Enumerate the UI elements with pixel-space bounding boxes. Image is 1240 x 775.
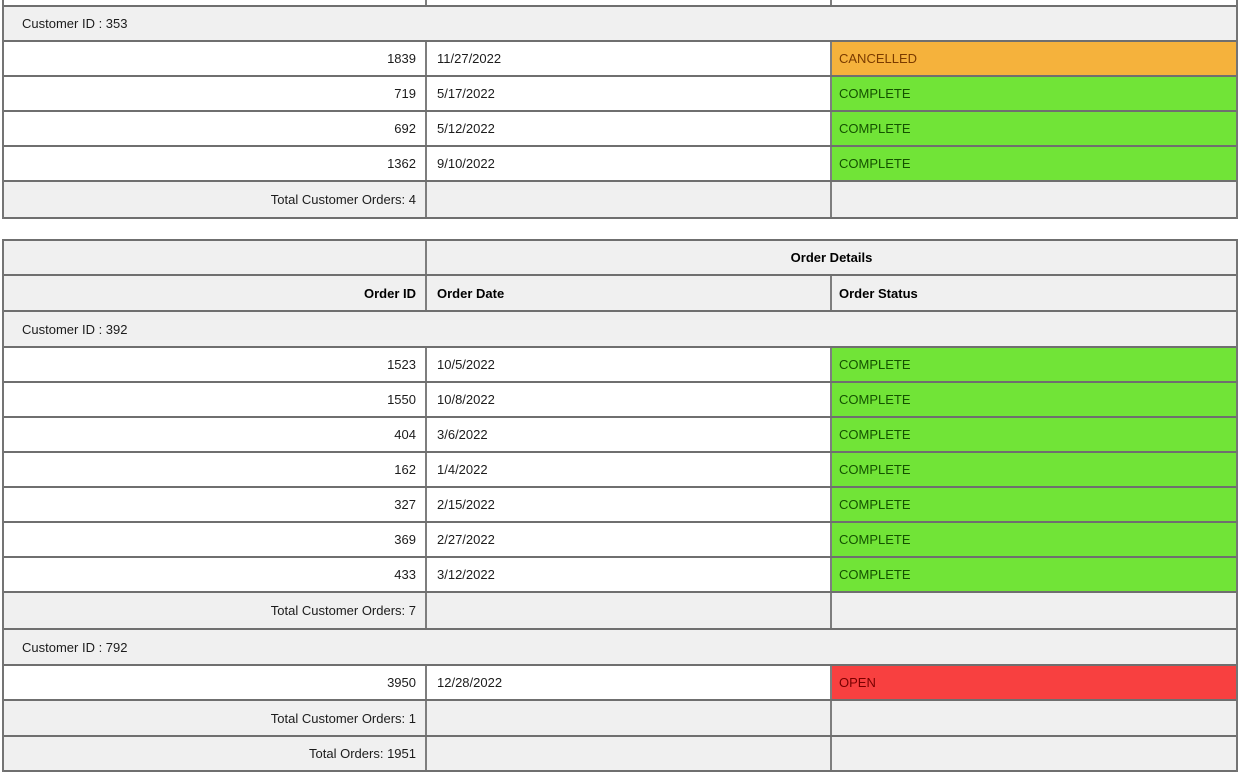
- order-id-cell: 719: [4, 77, 427, 110]
- order-date-cell: 10/8/2022: [427, 383, 832, 416]
- group-header-row: Customer ID : 792: [4, 630, 1236, 666]
- grand-total-row: Total Orders: 1951: [4, 737, 1236, 772]
- section-title: Order Details: [790, 250, 873, 265]
- order-id-cell: 3950: [4, 666, 427, 699]
- order-status-cell: COMPLETE: [832, 488, 1236, 521]
- order-status-cell: COMPLETE: [832, 112, 1236, 145]
- column-header-order-status: Order Status: [839, 285, 918, 301]
- order-date-cell: 5/12/2022: [427, 112, 832, 145]
- group-header-row: Customer ID : 353: [4, 7, 1236, 42]
- order-date-cell: 12/28/2022: [427, 666, 832, 699]
- order-status-cell: COMPLETE: [832, 147, 1236, 180]
- order-date-cell: 1/4/2022: [427, 453, 832, 486]
- group-header-label: Customer ID : 353: [22, 16, 128, 31]
- group-header-label: Customer ID : 792: [22, 639, 128, 655]
- order-date-cell: 2/27/2022: [427, 523, 832, 556]
- order-status-cell: COMPLETE: [832, 558, 1236, 591]
- empty-cell: [427, 182, 832, 217]
- empty-cell: [427, 593, 832, 628]
- order-row: 369 2/27/2022 COMPLETE: [4, 523, 1236, 558]
- order-row: 433 3/12/2022 COMPLETE: [4, 558, 1236, 593]
- order-date-cell: 3/6/2022: [427, 418, 832, 451]
- order-status-cell: COMPLETE: [832, 418, 1236, 451]
- order-status-cell: COMPLETE: [832, 453, 1236, 486]
- order-status-cell: COMPLETE: [832, 77, 1236, 110]
- order-id-cell: 162: [4, 453, 427, 486]
- order-status-cell: CANCELLED: [832, 42, 1236, 75]
- group-total-row: Total Customer Orders: 7: [4, 593, 1236, 630]
- group-header-label: Customer ID : 392: [22, 321, 128, 337]
- order-id-cell: 433: [4, 558, 427, 591]
- group-total-row: Total Customer Orders: 1: [4, 701, 1236, 737]
- column-header-order-id: Order ID: [4, 276, 427, 310]
- column-header-row: Order ID Order Date Order Status: [4, 276, 1236, 312]
- grand-total-label: Total Orders: 1951: [4, 737, 427, 770]
- order-row: 404 3/6/2022 COMPLETE: [4, 418, 1236, 453]
- order-id-cell: 692: [4, 112, 427, 145]
- order-status-cell: OPEN: [832, 666, 1236, 699]
- empty-cell: [832, 737, 1236, 770]
- group-header-row: Customer ID : 392: [4, 312, 1236, 348]
- order-row: 692 5/12/2022 COMPLETE: [4, 112, 1236, 147]
- empty-cell: [427, 737, 832, 770]
- order-date-cell: 5/17/2022: [427, 77, 832, 110]
- order-id-cell: 1523: [4, 348, 427, 381]
- group-total-label: Total Customer Orders: 7: [4, 593, 427, 628]
- order-row: 1550 10/8/2022 COMPLETE: [4, 383, 1236, 418]
- order-id-cell: 1362: [4, 147, 427, 180]
- empty-cell: [832, 182, 1236, 217]
- clipped-order-date-cell: [427, 0, 832, 5]
- order-id-cell: 327: [4, 488, 427, 521]
- group-total-row: Total Customer Orders: 4: [4, 182, 1236, 219]
- order-date-cell: 2/15/2022: [427, 488, 832, 521]
- order-row: 1839 11/27/2022 CANCELLED: [4, 42, 1236, 77]
- order-row: 162 1/4/2022 COMPLETE: [4, 453, 1236, 488]
- empty-header-cell: [4, 241, 427, 274]
- order-id-cell: 1550: [4, 383, 427, 416]
- section-title-row: Order Details: [4, 241, 1236, 276]
- empty-cell: [832, 701, 1236, 735]
- order-date-cell: 3/12/2022: [427, 558, 832, 591]
- clipped-row-fragment: [4, 0, 1236, 7]
- order-row: 1523 10/5/2022 COMPLETE: [4, 348, 1236, 383]
- clipped-order-status-cell: [832, 0, 1236, 5]
- order-status-cell: COMPLETE: [832, 348, 1236, 381]
- order-status-cell: COMPLETE: [832, 383, 1236, 416]
- group-total-label: Total Customer Orders: 1: [4, 701, 427, 735]
- order-row: 327 2/15/2022 COMPLETE: [4, 488, 1236, 523]
- empty-cell: [427, 701, 832, 735]
- order-row: 3950 12/28/2022 OPEN: [4, 666, 1236, 701]
- orders-table-page1: Customer ID : 353 1839 11/27/2022 CANCEL…: [2, 0, 1238, 219]
- order-date-cell: 11/27/2022: [427, 42, 832, 75]
- column-header-order-date: Order Date: [427, 276, 832, 310]
- orders-table-page2: Order Details Order ID Order Date Order …: [2, 239, 1238, 772]
- order-row: 719 5/17/2022 COMPLETE: [4, 77, 1236, 112]
- order-row: 1362 9/10/2022 COMPLETE: [4, 147, 1236, 182]
- order-id-cell: 1839: [4, 42, 427, 75]
- order-status-cell: COMPLETE: [832, 523, 1236, 556]
- order-date-cell: 9/10/2022: [427, 147, 832, 180]
- clipped-order-id-cell: [4, 0, 427, 5]
- order-id-cell: 369: [4, 523, 427, 556]
- group-total-label: Total Customer Orders: 4: [4, 182, 427, 217]
- empty-cell: [832, 593, 1236, 628]
- order-id-cell: 404: [4, 418, 427, 451]
- order-date-cell: 10/5/2022: [427, 348, 832, 381]
